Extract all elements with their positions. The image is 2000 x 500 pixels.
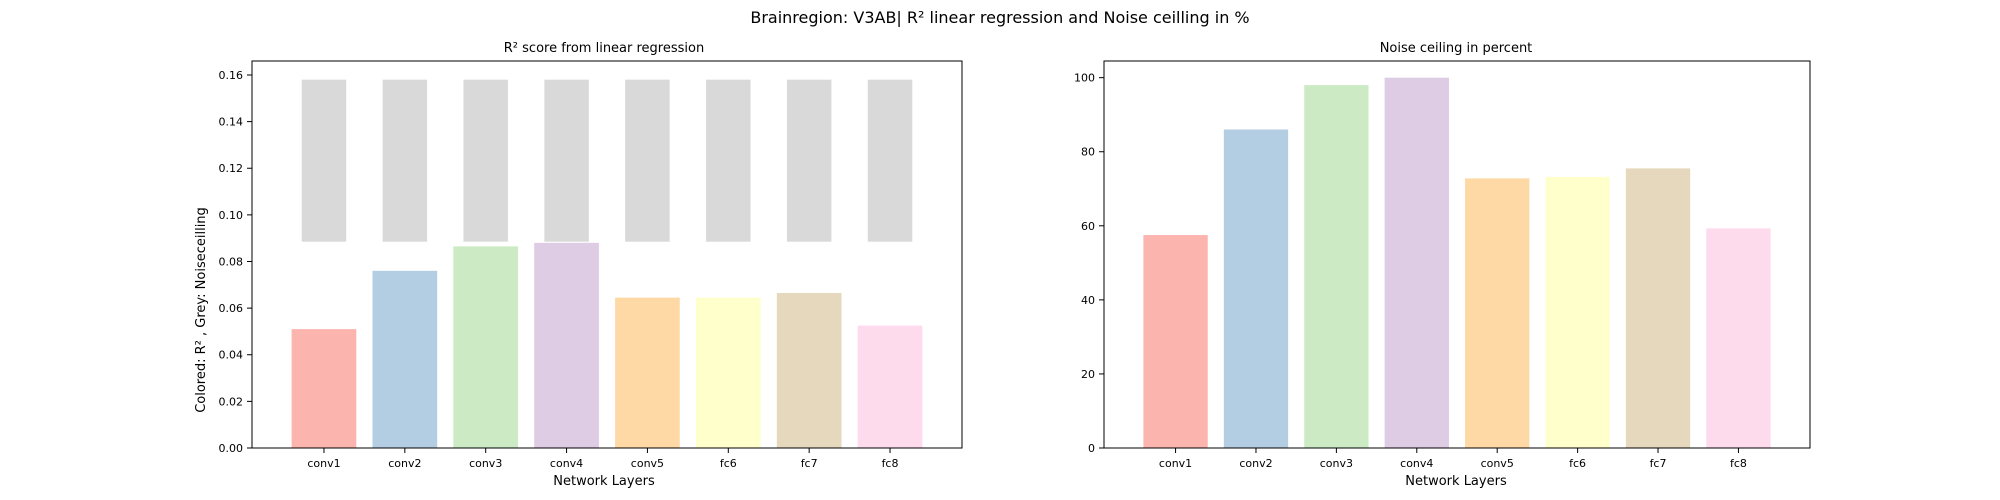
- x-tick-label: conv1: [1159, 457, 1192, 470]
- x-tick-label: fc6: [1569, 457, 1586, 470]
- chart-r2-score: R² score from linear regression Network …: [194, 41, 963, 489]
- y-tick-label: 0.02: [219, 395, 244, 408]
- y-tick-label: 0.10: [219, 209, 244, 222]
- bar-fc8: [857, 325, 923, 448]
- y-tick-label: 60: [1081, 220, 1095, 233]
- bar-conv4: [1384, 77, 1449, 448]
- x-tick-label: conv1: [307, 457, 340, 470]
- y-tick-label: 40: [1081, 294, 1095, 307]
- x-tick-label: fc7: [1650, 457, 1667, 470]
- x-tick-label: fc7: [801, 457, 818, 470]
- bar-conv1: [1143, 235, 1208, 448]
- bar-fc6: [695, 297, 761, 448]
- x-tick-label: conv2: [1239, 457, 1272, 470]
- x-tick-label: fc6: [720, 457, 737, 470]
- plot-frame: [251, 60, 963, 449]
- x-axis-label: Network Layers: [1405, 474, 1507, 489]
- noise-ceiling-bar-fc6: [706, 79, 751, 242]
- plot-frame: [1103, 60, 1811, 449]
- x-tick-label: conv4: [550, 457, 583, 470]
- bar-conv2: [372, 270, 438, 448]
- bar-fc7: [776, 292, 842, 448]
- y-tick-label: 0.08: [219, 255, 244, 268]
- y-tick-label: 80: [1081, 146, 1095, 159]
- noise-ceiling-bar-fc8: [867, 79, 913, 242]
- bar-conv3: [1304, 85, 1369, 448]
- bar-fc6: [1545, 176, 1610, 448]
- bars: [291, 79, 923, 448]
- y-tick-label: 20: [1081, 368, 1095, 381]
- chart-title: R² score from linear regression: [504, 41, 704, 56]
- noise-ceiling-bar-conv3: [463, 79, 508, 242]
- bar-conv5: [1465, 178, 1530, 448]
- y-ticks: 0.00 0.02 0.04 0.06 0.08 0.10 0.12 0.14 0.16: [219, 69, 252, 455]
- bar-conv3: [453, 246, 519, 448]
- noise-ceiling-bar-conv2: [382, 79, 428, 242]
- y-tick-label: 100: [1074, 72, 1095, 85]
- x-tick-label: conv3: [469, 457, 502, 470]
- x-tick-label: conv5: [1481, 457, 1514, 470]
- noise-ceiling-bar-conv5: [625, 79, 670, 242]
- y-tick-label: 0.00: [219, 442, 244, 455]
- x-tick-label: conv4: [1400, 457, 1433, 470]
- bar-conv5: [615, 297, 680, 448]
- bar-conv2: [1223, 129, 1289, 448]
- x-tick-label: conv5: [631, 457, 664, 470]
- y-tick-label: 0.04: [219, 349, 244, 362]
- bar-conv1: [291, 329, 357, 448]
- y-tick-label: 0.16: [219, 69, 244, 82]
- figure-title: Brainregion: V3AB| R² linear regression …: [750, 8, 1249, 27]
- noise-ceiling-bar-fc7: [786, 79, 832, 242]
- x-tick-label: conv3: [1320, 457, 1353, 470]
- x-tick-label: fc8: [1730, 457, 1747, 470]
- y-tick-label: 0: [1088, 442, 1095, 455]
- chart-noise-ceiling: Noise ceiling in percent Network Layers …: [1074, 41, 1811, 489]
- noise-ceiling-bar-conv4: [544, 79, 589, 242]
- chart-title: Noise ceiling in percent: [1380, 41, 1533, 56]
- bar-conv4: [534, 242, 599, 448]
- x-tick-label: fc8: [882, 457, 899, 470]
- x-axis-label: Network Layers: [553, 474, 655, 489]
- y-tick-label: 0.14: [219, 116, 244, 129]
- x-tick-label: conv2: [388, 457, 421, 470]
- noise-ceiling-bar-conv1: [301, 79, 347, 242]
- y-ticks: 0 20 40 60 80 100: [1074, 72, 1104, 455]
- x-ticks: conv1 conv2 conv3 conv4 conv5 fc6 fc7 fc8: [307, 448, 898, 470]
- y-axis-label: Colored: R² , Grey: Noiseceilling: [194, 207, 209, 413]
- bar-fc8: [1706, 228, 1771, 448]
- y-tick-label: 0.12: [219, 162, 244, 175]
- bar-fc7: [1625, 168, 1691, 448]
- x-ticks: conv1 conv2 conv3 conv4 conv5 fc6 fc7 fc8: [1159, 448, 1747, 470]
- y-tick-label: 0.06: [219, 302, 244, 315]
- bars: [1143, 77, 1771, 448]
